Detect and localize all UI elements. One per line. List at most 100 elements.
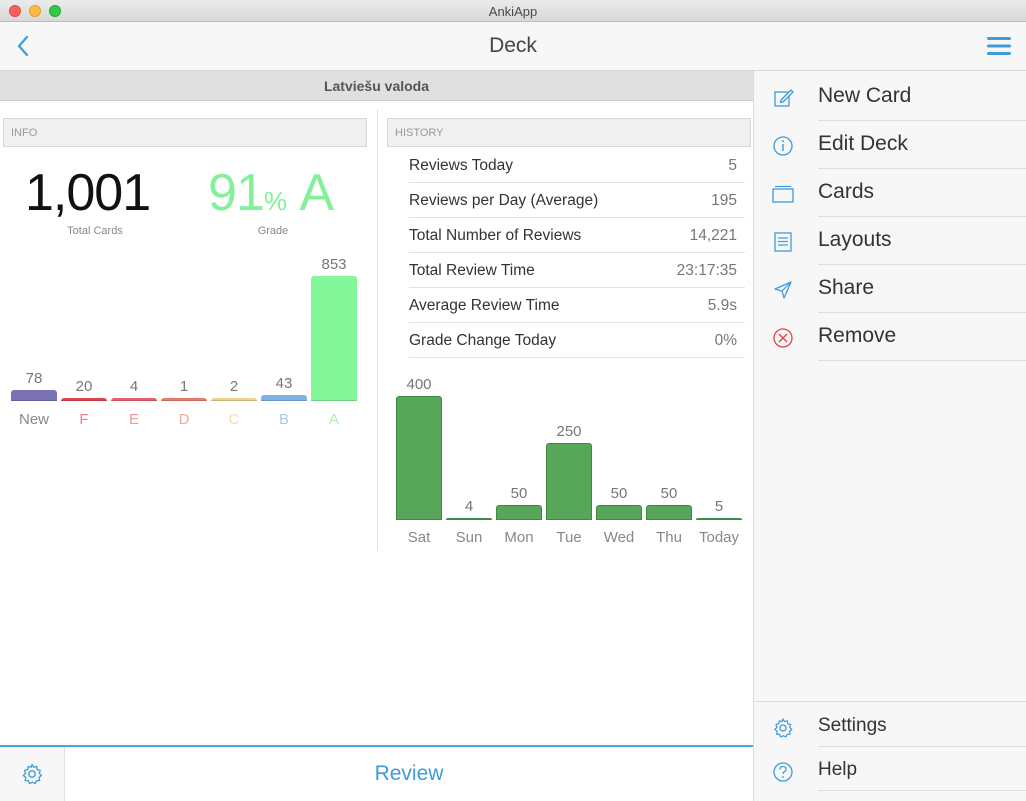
menu-item-remove[interactable]: Remove (754, 313, 1026, 361)
history-row-value: 195 (711, 192, 737, 209)
menu-item-new-card[interactable]: New Card (754, 73, 1026, 121)
history-row-value: 14,221 (689, 227, 737, 244)
day-bar-value: 250 (556, 422, 582, 440)
grade-letter: A (299, 164, 334, 222)
grade-bar-value: 2 (229, 378, 239, 395)
help-icon (772, 761, 794, 783)
menu-separator (818, 790, 1026, 791)
hamburger-icon (987, 37, 1011, 55)
menu-item-label: Settings (818, 715, 887, 736)
history-row-label: Total Number of Reviews (409, 227, 582, 244)
menu-item-label: Cards (818, 180, 875, 203)
grade-bar-category: A (328, 411, 339, 428)
grade-bar-category: D (178, 411, 190, 428)
grade-bar-c (211, 398, 257, 401)
day-bar-sat (396, 396, 442, 520)
history-section-label: HISTORY (387, 118, 751, 147)
grade-bar-b (261, 394, 307, 401)
history-row-value: 0% (714, 332, 737, 349)
menu-separator (818, 312, 1026, 313)
layouts-icon (772, 231, 794, 253)
day-bar-thu (646, 504, 692, 520)
history-row: Total Review Time 23:17:35 (409, 253, 745, 288)
menu-item-label: Remove (818, 324, 897, 347)
bottom-toolbar: Review (0, 745, 753, 801)
history-row-label: Total Review Time (409, 262, 535, 279)
day-bar-value: 4 (464, 498, 474, 515)
menu-separator (818, 216, 1026, 217)
review-button[interactable]: Review (374, 762, 444, 785)
history-row-label: Average Review Time (409, 297, 560, 314)
day-bar-category: Mon (504, 529, 534, 546)
grade-bar-new (11, 389, 57, 401)
menu-item-layouts[interactable]: Layouts (754, 217, 1026, 265)
cards-icon (772, 183, 794, 205)
grade-bar-value: 20 (75, 378, 93, 395)
day-bar-value: 400 (406, 376, 432, 393)
day-bar-category: Today (698, 529, 740, 546)
menu-footer-separator (754, 701, 1026, 702)
history-row: Reviews Today 5 (409, 148, 745, 183)
grade-bar-category: E (128, 411, 139, 428)
total-cards-caption: Total Cards (67, 225, 123, 237)
side-menu: New Card Edit Deck Cards Layouts Share Remove… (753, 71, 1026, 801)
grade-percent-sign: % (263, 186, 287, 216)
compose-icon (772, 87, 794, 109)
history-row-label: Grade Change Today (409, 332, 557, 349)
menu-separator (818, 360, 1026, 361)
menu-separator (818, 746, 1026, 747)
grade-bar-value: 1 (179, 378, 189, 395)
menu-item-edit-deck[interactable]: Edit Deck (754, 121, 1026, 169)
day-bar-tue (546, 442, 592, 520)
day-bar-value: 50 (610, 484, 628, 502)
window-titlebar: AnkiApp (0, 0, 1026, 22)
window-maximize-button[interactable] (49, 5, 61, 17)
day-bar-category: Sat (407, 529, 431, 546)
day-bar-category: Wed (603, 529, 635, 546)
grade-bar-value: 4 (129, 378, 139, 395)
grade-caption: Grade (257, 225, 289, 237)
menu-button[interactable] (986, 34, 1012, 58)
menu-item-label: Help (818, 759, 858, 780)
day-bar-category: Tue (556, 529, 582, 546)
day-bar-today (696, 518, 742, 520)
grade-bar-d (161, 398, 207, 401)
total-cards-value: 1,001 (25, 164, 151, 222)
history-row: Average Review Time 5.9s (409, 288, 745, 323)
page-title: Deck (489, 34, 537, 57)
day-bar-value: 5 (714, 498, 724, 515)
info-section-label: INFO (3, 118, 367, 147)
grade-bar-value: 853 (321, 256, 347, 273)
grade-bar-e (111, 398, 157, 401)
menu-item-label: Edit Deck (818, 132, 908, 155)
grade-bar-category: F (79, 411, 89, 428)
menu-item-label: New Card (818, 84, 912, 107)
day-bar-sun (446, 518, 492, 520)
menu-item-help[interactable]: Help (754, 747, 1026, 791)
grade-bar-value: 43 (275, 374, 293, 392)
window-minimize-button[interactable] (29, 5, 41, 17)
chevron-left-icon (17, 35, 29, 57)
day-bar-category: Thu (656, 529, 682, 546)
menu-separator (818, 168, 1026, 169)
menu-separator (818, 120, 1026, 121)
history-row: Total Number of Reviews 14,221 (409, 218, 745, 253)
deck-main-panel: Latviešu valoda INFO 1,001 Total Cards 9… (0, 71, 753, 745)
menu-item-label: Layouts (818, 228, 892, 251)
history-row: Grade Change Today 0% (409, 323, 745, 358)
history-row-value: 23:17:35 (676, 262, 737, 279)
window-close-button[interactable] (9, 5, 21, 17)
grade-bar-value: 78 (25, 369, 43, 387)
back-button[interactable] (10, 32, 38, 60)
day-bar-value: 50 (510, 484, 528, 502)
deck-settings-button[interactable] (0, 747, 65, 801)
nav-bar: Deck (0, 22, 1026, 71)
menu-item-settings[interactable]: Settings (754, 703, 1026, 747)
day-bar-category: Sun (455, 529, 483, 546)
grade-bar-f (61, 398, 107, 401)
menu-item-cards[interactable]: Cards (754, 169, 1026, 217)
column-divider (377, 109, 378, 551)
deck-name-header: Latviešu valoda (0, 71, 753, 101)
menu-item-share[interactable]: Share (754, 265, 1026, 313)
history-row-label: Reviews per Day (Average) (409, 192, 599, 209)
